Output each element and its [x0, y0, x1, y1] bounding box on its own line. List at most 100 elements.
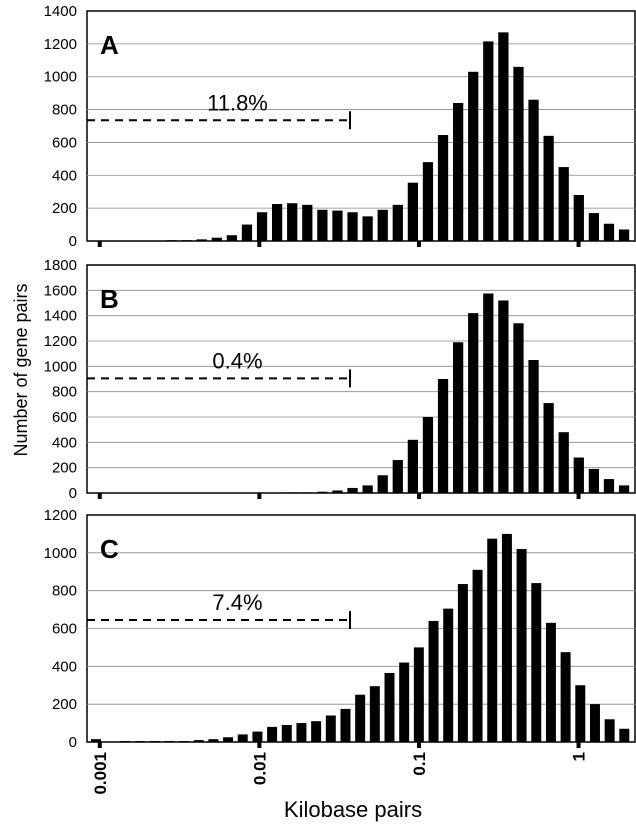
y-tick-label: 600: [52, 409, 77, 426]
y-tick-label: 1200: [44, 36, 77, 53]
bar: [296, 723, 307, 742]
bar: [332, 210, 343, 241]
bar: [281, 724, 292, 742]
y-tick-label: 400: [52, 434, 77, 451]
y-tick-label: 400: [52, 167, 77, 184]
y-tick-label: 800: [52, 384, 77, 401]
bar: [208, 739, 219, 742]
bar: [453, 342, 464, 493]
bar: [531, 583, 542, 742]
y-tick-label: 0: [69, 485, 77, 502]
bar: [317, 209, 328, 241]
bar: [120, 741, 131, 742]
y-tick-label: 200: [52, 200, 77, 217]
bar: [302, 492, 313, 493]
y-axis-title: Number of gene pairs: [11, 283, 31, 456]
y-tick-label: 0: [69, 734, 77, 751]
x-tick-label: 0.1: [410, 752, 429, 776]
bar: [166, 240, 177, 241]
bar: [256, 212, 268, 241]
y-tick-label: 1400: [44, 3, 77, 20]
bar: [468, 71, 479, 242]
bar: [399, 662, 410, 742]
bar: [91, 739, 101, 742]
bar: [437, 135, 449, 241]
percentage-label: 11.8%: [207, 90, 268, 115]
bar: [588, 213, 600, 241]
bar: [487, 538, 498, 742]
x-tick-label: 0.01: [250, 752, 269, 785]
bar: [193, 740, 204, 742]
panel-c: 0 200 400 600 800 1000 1200 7.4% C: [44, 507, 636, 751]
bar: [573, 195, 584, 241]
percentage-label: 7.4%: [212, 590, 262, 615]
panel-letter: C: [100, 534, 119, 564]
bar: [377, 475, 388, 493]
panel-letter: A: [100, 30, 119, 60]
bar: [369, 686, 380, 742]
bar: [468, 313, 479, 493]
bar: [267, 726, 278, 742]
bar: [377, 209, 388, 241]
bar: [618, 229, 630, 241]
y-tick-label: 1000: [44, 358, 77, 375]
bar: [311, 721, 322, 742]
bar: [443, 608, 454, 742]
y-tick-label: 400: [52, 658, 77, 675]
bar: [226, 235, 238, 241]
panel-b: 0 200 400 600 800 1000 1200 1400 1600 1800 0.4% B: [44, 257, 636, 502]
y-tick-label: 800: [52, 102, 77, 119]
bar: [332, 490, 343, 493]
panel-a: 0 200 400 600 800 1000 1200 1400 11.8% A: [44, 3, 636, 250]
bar: [543, 403, 554, 493]
bar: [196, 239, 207, 241]
y-tick-label: 1800: [44, 257, 77, 274]
bar: [347, 212, 358, 241]
bar: [545, 622, 556, 742]
y-tick-label: 1000: [44, 545, 77, 562]
bar: [437, 379, 449, 493]
y-tick-label: 1000: [44, 69, 77, 86]
x-tick-label: 0.001: [91, 752, 110, 795]
percentage-label: 0.4%: [212, 348, 262, 373]
y-tick-label: 200: [52, 696, 77, 713]
bar: [589, 704, 600, 742]
bar: [498, 32, 509, 241]
bar: [483, 293, 494, 493]
bar: [498, 300, 509, 493]
bar: [457, 584, 468, 742]
bar: [513, 66, 524, 241]
y-tick-label: 600: [52, 621, 77, 638]
bar: [149, 741, 160, 742]
bar: [453, 103, 464, 241]
bar: [428, 620, 439, 742]
bar: [384, 672, 395, 742]
bar: [302, 204, 313, 241]
bar: [223, 737, 234, 742]
bar: [560, 652, 571, 742]
bar: [588, 468, 600, 493]
bar: [237, 734, 248, 742]
plot-frame: [86, 10, 636, 242]
bar: [603, 223, 615, 241]
bar: [528, 99, 539, 241]
bar: [501, 533, 512, 742]
y-tick-label: 200: [52, 460, 77, 477]
bar: [340, 708, 351, 742]
bar: [325, 715, 336, 742]
bar: [603, 479, 615, 493]
bar: [516, 549, 527, 742]
bar: [413, 647, 424, 742]
bar: [392, 460, 403, 493]
bar: [543, 135, 554, 241]
bar: [604, 719, 615, 742]
bar: [513, 323, 524, 493]
y-tick-label: 600: [52, 134, 77, 151]
x-tick-label: 1: [570, 752, 589, 761]
y-tick-label: 1200: [44, 507, 77, 524]
bar: [407, 439, 419, 493]
bar: [619, 728, 630, 742]
y-tick-label: 1400: [44, 308, 77, 325]
panel-letter: B: [100, 284, 119, 314]
